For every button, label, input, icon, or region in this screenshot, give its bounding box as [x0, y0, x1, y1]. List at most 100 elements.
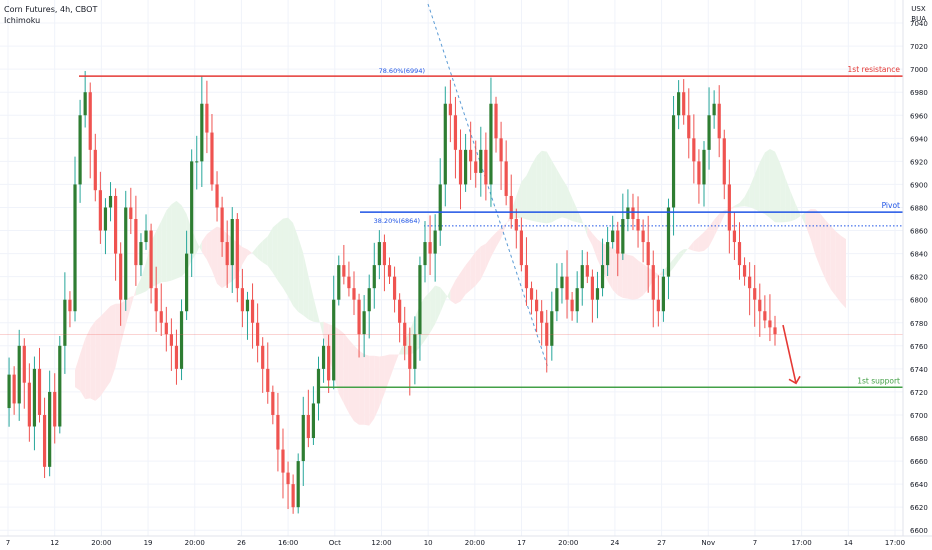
- candle-body[interactable]: [555, 288, 559, 312]
- candle-body[interactable]: [321, 345, 326, 369]
- candle-body[interactable]: [585, 265, 589, 277]
- candle-body[interactable]: [448, 103, 452, 116]
- candle-body[interactable]: [418, 265, 422, 335]
- candle-body[interactable]: [570, 299, 574, 312]
- candle-body[interactable]: [717, 103, 721, 139]
- candle-body[interactable]: [697, 161, 701, 185]
- candle-body[interactable]: [103, 207, 108, 231]
- candle-body[interactable]: [316, 368, 321, 404]
- candle-body[interactable]: [53, 391, 57, 427]
- candle-body[interactable]: [291, 484, 295, 508]
- candle-body[interactable]: [215, 184, 219, 208]
- candle-body[interactable]: [37, 368, 42, 415]
- candle-body[interactable]: [185, 253, 189, 312]
- candle-body[interactable]: [22, 345, 26, 383]
- candle-body[interactable]: [479, 149, 483, 173]
- candle-body[interactable]: [301, 414, 305, 462]
- candle-body[interactable]: [179, 311, 184, 369]
- candle-body[interactable]: [362, 311, 366, 335]
- candle-body[interactable]: [210, 132, 214, 185]
- candle-body[interactable]: [611, 230, 615, 243]
- candle-body[interactable]: [337, 265, 341, 300]
- candle-body[interactable]: [413, 334, 417, 369]
- candle-body[interactable]: [306, 414, 310, 439]
- candle-body[interactable]: [230, 219, 234, 266]
- candle-body[interactable]: [98, 190, 102, 231]
- candle-body[interactable]: [504, 161, 508, 196]
- candle-body[interactable]: [58, 345, 62, 427]
- candle-body[interactable]: [32, 368, 37, 427]
- candle-body[interactable]: [494, 103, 498, 139]
- candle-body[interactable]: [119, 253, 123, 300]
- candle-body[interactable]: [600, 265, 605, 289]
- candle-body[interactable]: [271, 391, 275, 415]
- candle-body[interactable]: [134, 219, 138, 266]
- candle-body[interactable]: [408, 345, 412, 369]
- candle-body[interactable]: [139, 242, 143, 266]
- candle-body[interactable]: [42, 414, 47, 467]
- candle-body[interactable]: [352, 288, 356, 300]
- candle-body[interactable]: [205, 103, 209, 133]
- candle-body[interactable]: [276, 414, 280, 450]
- candle-body[interactable]: [484, 149, 488, 185]
- candle-body[interactable]: [83, 92, 87, 116]
- candle-body[interactable]: [509, 195, 513, 220]
- candle-body[interactable]: [174, 345, 179, 369]
- candle-body[interactable]: [88, 92, 92, 150]
- candle-body[interactable]: [7, 374, 11, 409]
- candle-body[interactable]: [651, 265, 655, 300]
- candle-body[interactable]: [469, 149, 473, 162]
- candle-body[interactable]: [463, 149, 468, 185]
- candle-body[interactable]: [748, 276, 752, 289]
- candle-body[interactable]: [12, 374, 16, 404]
- candle-body[interactable]: [707, 115, 711, 150]
- candle-body[interactable]: [296, 461, 300, 508]
- candle-body[interactable]: [580, 265, 584, 289]
- candle-body[interactable]: [458, 149, 463, 185]
- candle-body[interactable]: [626, 207, 630, 220]
- candle-body[interactable]: [113, 195, 118, 254]
- candle-body[interactable]: [529, 288, 534, 300]
- candle-body[interactable]: [423, 242, 427, 266]
- candle-body[interactable]: [641, 230, 645, 243]
- candle-body[interactable]: [768, 320, 772, 328]
- candle-body[interactable]: [646, 242, 650, 266]
- candle-body[interactable]: [763, 311, 767, 321]
- candle-body[interactable]: [250, 299, 255, 323]
- candle-body[interactable]: [443, 103, 447, 185]
- candle-body[interactable]: [514, 219, 518, 231]
- candle-body[interactable]: [108, 195, 113, 208]
- candle-body[interactable]: [534, 299, 539, 312]
- candle-body[interactable]: [190, 161, 194, 254]
- candle-body[interactable]: [489, 103, 493, 185]
- candle-body[interactable]: [687, 115, 691, 139]
- candle-body[interactable]: [438, 184, 442, 231]
- candle-body[interactable]: [200, 103, 204, 162]
- candle-body[interactable]: [154, 288, 158, 312]
- candle-body[interactable]: [195, 161, 199, 163]
- candle-body[interactable]: [727, 184, 731, 231]
- candle-body[interactable]: [636, 219, 640, 231]
- candle-body[interactable]: [392, 276, 397, 300]
- candle-body[interactable]: [474, 161, 478, 173]
- candle-body[interactable]: [281, 449, 285, 473]
- candle-body[interactable]: [382, 242, 387, 266]
- candle-body[interactable]: [164, 322, 168, 335]
- candle-body[interactable]: [453, 115, 458, 150]
- candle-body[interactable]: [225, 242, 229, 266]
- candle-body[interactable]: [342, 265, 346, 277]
- candle-body[interactable]: [367, 288, 371, 312]
- candle-body[interactable]: [560, 276, 564, 289]
- candle-body[interactable]: [377, 242, 381, 266]
- candle-body[interactable]: [347, 276, 351, 289]
- candle-body[interactable]: [692, 138, 696, 162]
- candle-body[interactable]: [357, 299, 361, 335]
- candle-body[interactable]: [428, 242, 432, 254]
- candle-body[interactable]: [124, 207, 128, 300]
- candle-body[interactable]: [590, 276, 594, 300]
- candle-body[interactable]: [595, 288, 600, 300]
- candle-body[interactable]: [666, 207, 671, 277]
- candle-body[interactable]: [742, 265, 747, 277]
- candle-body[interactable]: [671, 115, 676, 208]
